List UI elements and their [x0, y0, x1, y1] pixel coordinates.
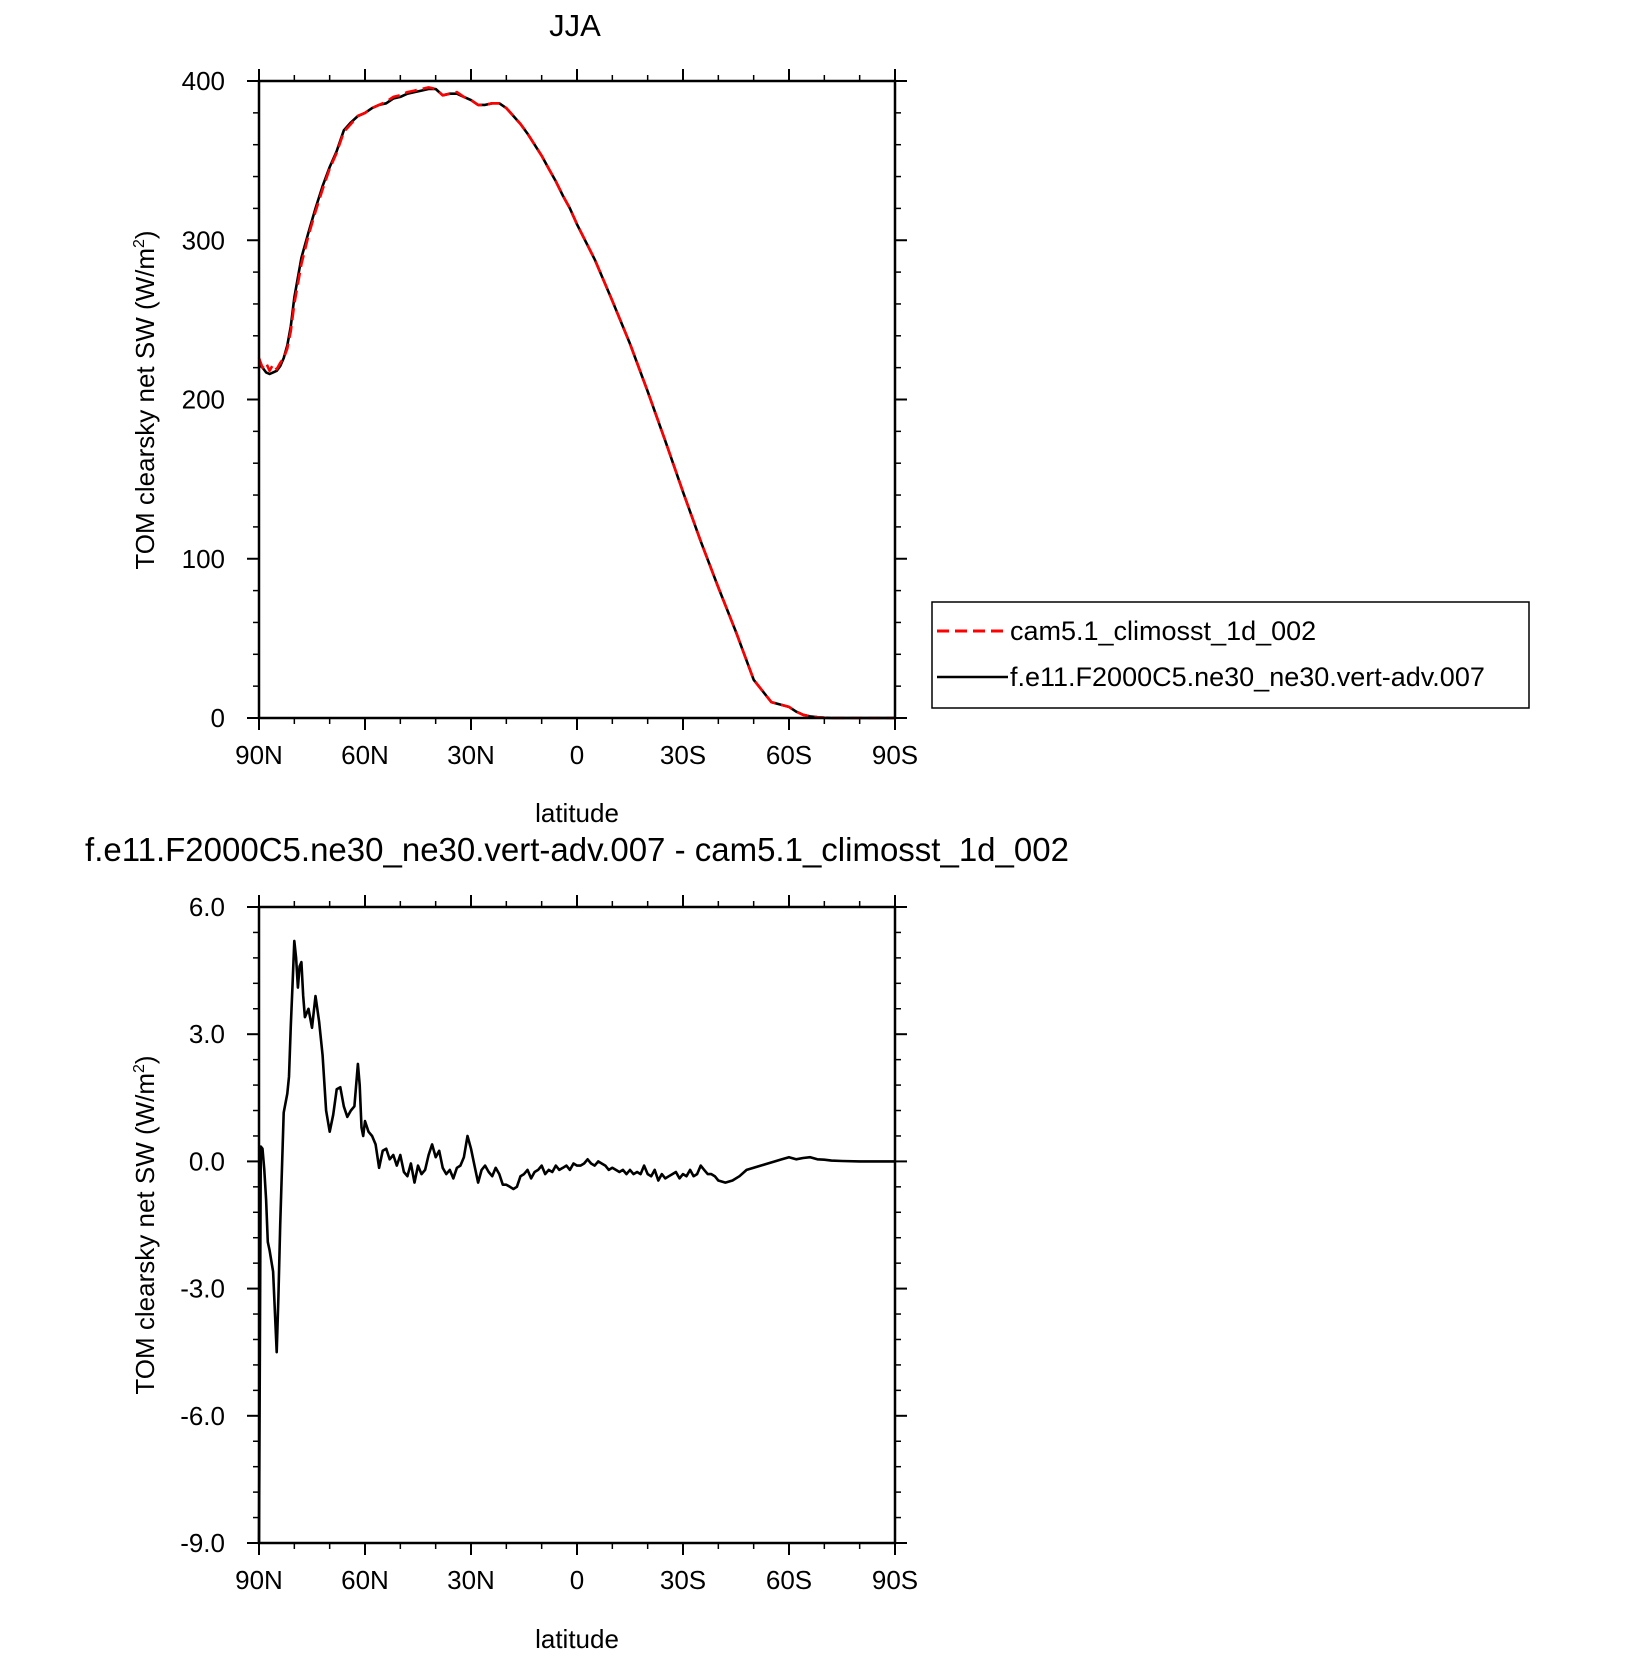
bottom-x-tick-label: 30N [447, 1565, 495, 1595]
bottom-chart-title: f.e11.F2000C5.ne30_ne30.vert-adv.007 - c… [85, 831, 1069, 868]
bottom-y-axis-label-close: ) [130, 1055, 160, 1064]
top-series-line-1 [258, 87, 895, 720]
legend-label-fe11: f.e11.F2000C5.ne30_ne30.vert-adv.007 [1010, 662, 1485, 692]
bottom-y-tick-label: -9.0 [180, 1528, 225, 1558]
top-y-tick-label: 400 [182, 66, 225, 96]
top-y-axis-label-close: ) [130, 230, 160, 239]
bottom-axis-ticks [247, 895, 907, 1555]
bottom-x-tick-label: 60S [766, 1565, 812, 1595]
bottom-x-tick-label: 60N [341, 1565, 389, 1595]
top-y-tick-label: 200 [182, 385, 225, 415]
bottom-plot-frame [257, 905, 897, 1545]
top-y-axis-label-sup: 2 [131, 239, 148, 248]
top-series-group [257, 86, 895, 720]
legend-box [931, 601, 1530, 709]
bottom-y-tick-label: 3.0 [189, 1019, 225, 1049]
top-y-axis-label: TOM clearsky net SW (W/m2) [130, 230, 160, 569]
bottom-y-axis-label: TOM clearsky net SW (W/m2) [130, 1055, 160, 1394]
bottom-y-tick-label: 6.0 [189, 892, 225, 922]
top-x-tick-label: 30N [447, 740, 495, 770]
bottom-x-tick-label: 0 [570, 1565, 584, 1595]
bottom-series-line-0 [257, 939, 895, 1544]
top-x-tick-label: 60S [766, 740, 812, 770]
top-x-tick-labels: 90N 60N 30N 0 30S 60S 90S [235, 740, 918, 770]
top-x-tick-label: 90S [872, 740, 918, 770]
top-x-tick-label: 30S [660, 740, 706, 770]
legend-label-cam5: cam5.1_climosst_1d_002 [1010, 616, 1316, 646]
top-panel: JJA 0 100 200 300 400 90N 60N 30N 0 30S 60S 90S la… [130, 8, 1530, 828]
bottom-y-tick-label: -3.0 [180, 1274, 225, 1304]
top-chart-title: JJA [549, 8, 601, 43]
top-y-tick-label: 300 [182, 225, 225, 255]
top-y-tick-label: 100 [182, 544, 225, 574]
top-plot-frame [257, 79, 897, 720]
bottom-panel: f.e11.F2000C5.ne30_ne30.vert-adv.007 - c… [85, 831, 1069, 1654]
bottom-y-axis-label-sup: 2 [131, 1064, 148, 1073]
bottom-x-tick-labels: 90N 60N 30N 0 30S 60S 90S [235, 1565, 918, 1595]
top-y-tick-label: 0 [211, 703, 225, 733]
top-y-tick-labels: 0 100 200 300 400 [182, 66, 225, 733]
top-axis-ticks [247, 69, 907, 730]
top-series-line-0 [257, 86, 895, 720]
top-x-tick-label: 0 [570, 740, 584, 770]
bottom-x-tick-label: 90N [235, 1565, 283, 1595]
top-x-axis-label: latitude [535, 798, 619, 828]
bottom-series-group [257, 939, 895, 1544]
bottom-x-tick-label: 30S [660, 1565, 706, 1595]
bottom-y-axis-label-main: TOM clearsky net SW (W/m [130, 1073, 160, 1395]
top-y-axis-label-main: TOM clearsky net SW (W/m [130, 248, 160, 570]
top-x-tick-label: 90N [235, 740, 283, 770]
bottom-y-tick-labels: -9.0 -6.0 -3.0 0.0 3.0 6.0 [180, 892, 225, 1558]
bottom-x-tick-label: 90S [872, 1565, 918, 1595]
bottom-y-tick-label: -6.0 [180, 1401, 225, 1431]
top-legend: cam5.1_climosst_1d_002 f.e11.F2000C5.ne3… [931, 601, 1530, 709]
bottom-y-tick-label: 0.0 [189, 1146, 225, 1176]
bottom-x-axis-label: latitude [535, 1624, 619, 1654]
top-x-tick-label: 60N [341, 740, 389, 770]
